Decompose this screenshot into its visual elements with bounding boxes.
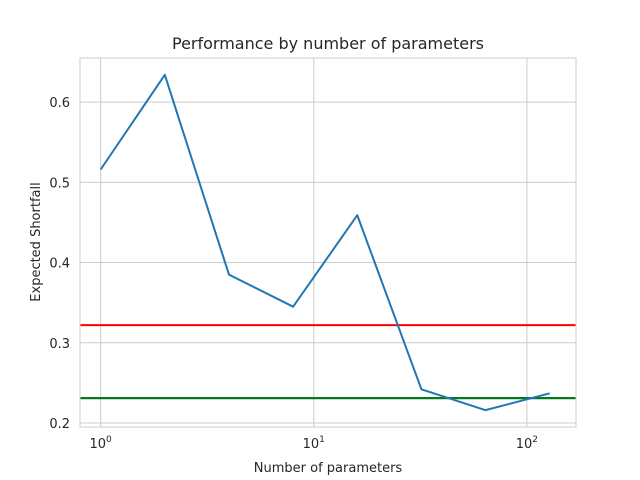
series-group [99,73,550,412]
x-tick-label: 102 [516,435,538,452]
x-tick-exponent: 1 [319,435,325,445]
y-tick-labels: 0.2 0.3 0.4 0.5 0.6 [49,96,70,432]
reference-lines [80,324,576,400]
y-tick-label: 0.3 [49,337,70,352]
y-tick-label: 0.6 [49,96,70,111]
x-tick-label: 101 [303,435,325,452]
y-axis-label: Expected Shortfall [29,182,44,301]
chart-title: Performance by number of parameters [172,34,484,53]
x-tick-exponent: 2 [532,435,538,445]
grid [80,58,576,427]
x-tick-base: 10 [303,437,320,452]
x-axis-label: Number of parameters [254,461,403,476]
x-tick-base: 10 [516,437,533,452]
series-line [99,73,550,412]
x-tick-labels: 100 101 102 [90,435,539,452]
y-tick-label: 0.5 [49,176,70,191]
plot-frame [79,57,577,428]
y-tick-label: 0.4 [49,257,70,272]
x-tick-label: 100 [90,435,113,452]
y-tick-label: 0.2 [49,417,70,432]
x-tick-base: 10 [90,437,107,452]
x-tick-exponent: 0 [106,435,112,445]
